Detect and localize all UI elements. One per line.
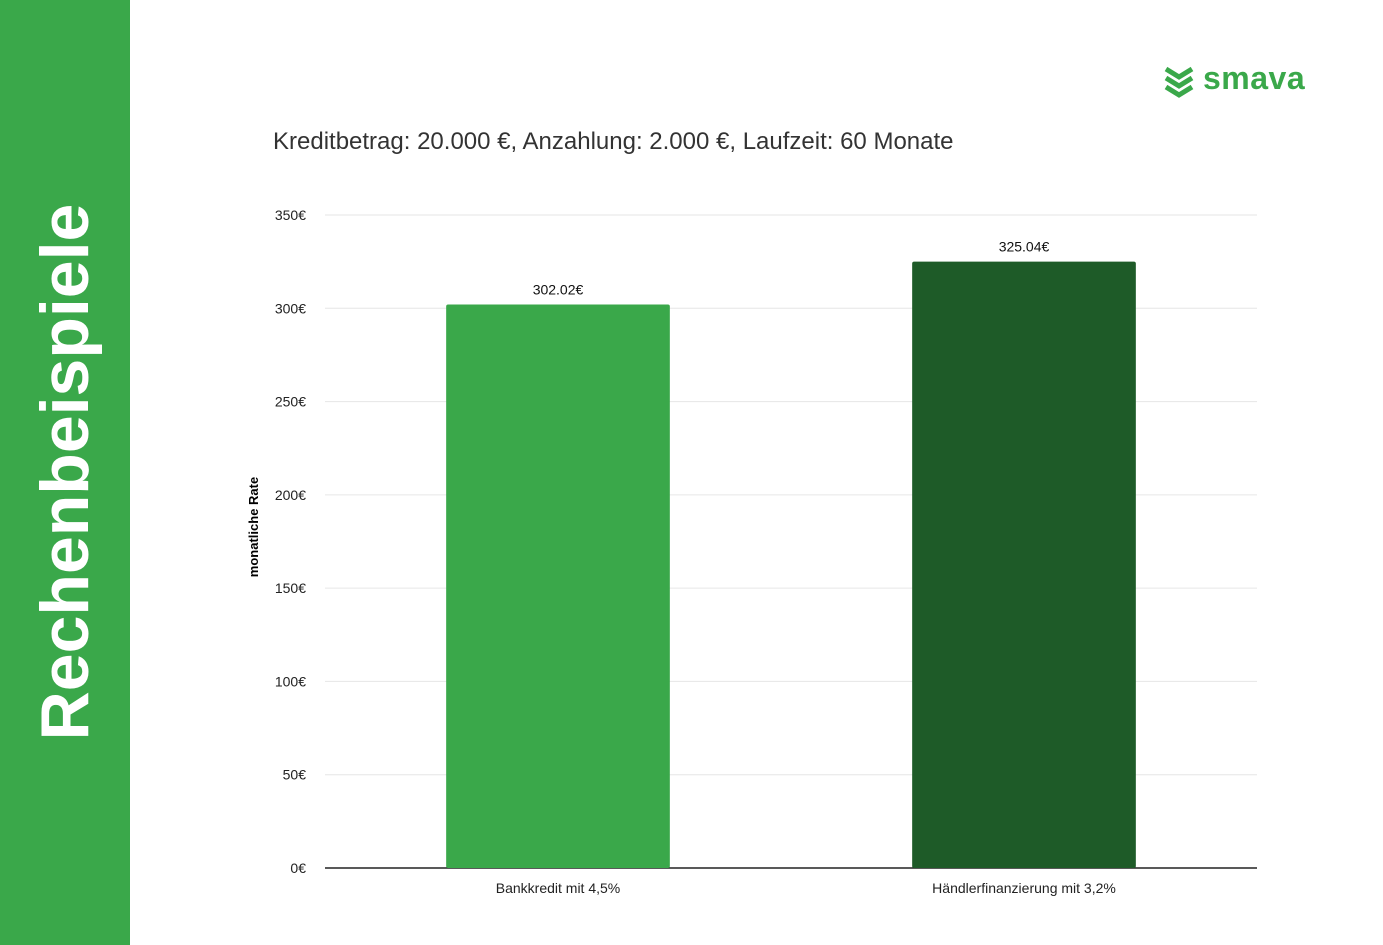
x-tick-label: Bankkredit mit 4,5% — [496, 880, 621, 896]
bars — [446, 261, 1136, 868]
y-axis-label: monatliche Rate — [246, 477, 261, 577]
chevron-stack-icon — [1164, 66, 1194, 98]
sidebar-banner: Rechenbeispiele — [0, 0, 130, 945]
data-label: 302.02€ — [533, 282, 584, 298]
data-labels: 302.02€ 325.04€ — [533, 239, 1050, 298]
y-tick-label: 150€ — [275, 580, 306, 596]
y-tick-label: 100€ — [275, 673, 306, 689]
x-tick-labels: Bankkredit mit 4,5% Händlerfinanzierung m… — [496, 880, 1116, 896]
x-tick-label: Händlerfinanzierung mit 3,2% — [932, 880, 1116, 896]
smava-logo: smava — [1163, 60, 1313, 102]
y-tick-label: 250€ — [275, 394, 306, 410]
y-tick-labels: 0€ 50€ 100€ 150€ 200€ 250€ 300€ 350€ — [275, 207, 306, 876]
bar-2 — [912, 261, 1136, 868]
logo-text: smava — [1203, 60, 1306, 96]
chart-title: Kreditbetrag: 20.000 €, Anzahlung: 2.000… — [273, 128, 954, 155]
y-tick-label: 50€ — [283, 767, 307, 783]
data-label: 325.04€ — [999, 239, 1050, 255]
y-tick-label: 300€ — [275, 300, 306, 316]
y-tick-label: 350€ — [275, 207, 306, 223]
bar-1 — [446, 304, 670, 868]
y-tick-label: 0€ — [290, 860, 306, 876]
y-tick-label: 200€ — [275, 487, 306, 503]
